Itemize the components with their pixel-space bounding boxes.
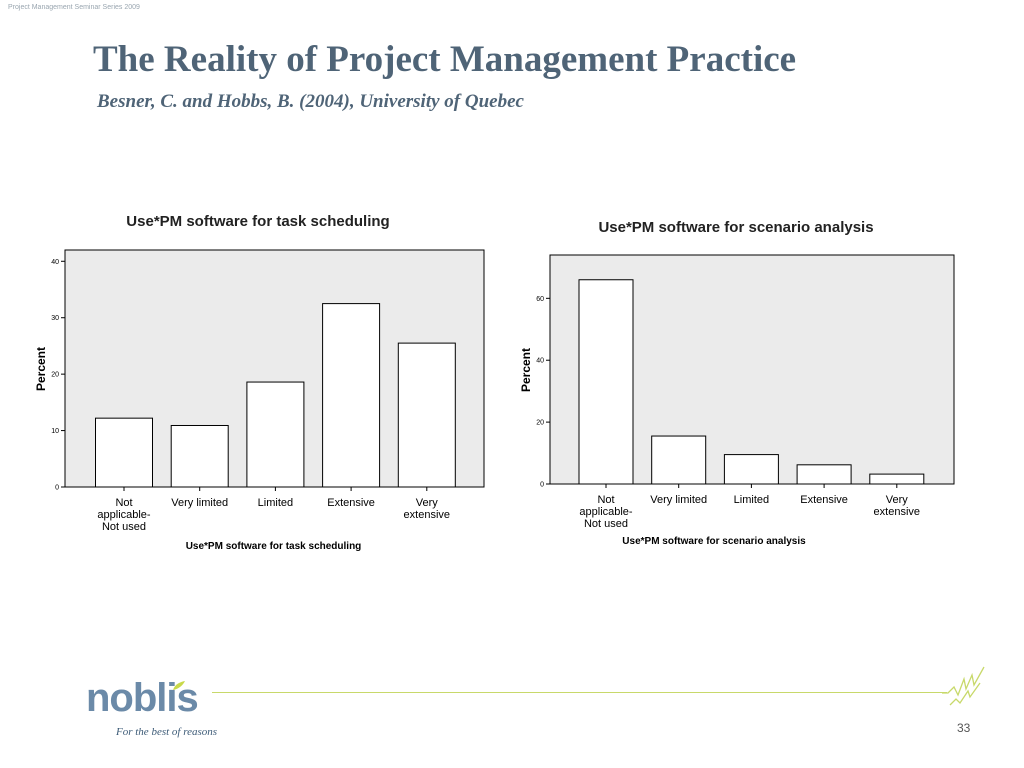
slide-subtitle: Besner, C. and Hobbs, B. (2004), Univers… <box>97 91 524 112</box>
x-tick-label: Very limited <box>171 497 228 509</box>
x-tick-label: Limited <box>734 494 769 506</box>
y-tick-label: 60 <box>536 296 544 303</box>
bar <box>95 417 153 488</box>
y-axis-label: Percent <box>34 347 48 391</box>
x-tick-label: Extensive <box>800 494 848 506</box>
logo-leaf-icon <box>173 681 185 690</box>
chart-title: Use*PM software for task scheduling <box>126 213 389 230</box>
y-tick-label: 0 <box>540 482 544 489</box>
bar <box>578 279 634 485</box>
x-tick-label: Not applicable-Not used <box>579 494 633 530</box>
bar <box>651 435 707 485</box>
bar <box>869 473 925 485</box>
y-tick-label: 20 <box>536 420 544 427</box>
y-tick-label: 40 <box>51 259 59 266</box>
page-number: 33 <box>957 721 971 735</box>
y-tick-label: 10 <box>51 428 59 435</box>
bar <box>723 454 779 485</box>
x-tick-label: Very extensive <box>874 494 920 518</box>
slide-title: The Reality of Project Management Practi… <box>93 39 797 80</box>
x-axis-label: Use*PM software for task scheduling <box>186 541 362 552</box>
y-tick-label: 20 <box>51 372 59 379</box>
footer-divider <box>212 692 947 693</box>
footer-flourish-icon <box>942 666 985 706</box>
y-tick-label: 40 <box>536 358 544 365</box>
y-tick-label: 0 <box>55 485 59 492</box>
x-tick-label: Extensive <box>327 497 375 509</box>
x-tick-label: Very extensive <box>404 497 450 521</box>
x-tick-label: Very limited <box>650 494 707 506</box>
y-axis-label: Percent <box>519 348 533 392</box>
y-tick-label: 30 <box>51 315 59 322</box>
bar <box>796 464 852 485</box>
bar <box>322 303 381 488</box>
x-tick-label: Limited <box>258 497 293 509</box>
header-note: Project Management Seminar Series 2009 <box>8 4 140 11</box>
bar <box>397 342 456 488</box>
bar <box>170 424 229 488</box>
x-tick-label: Not applicable-Not used <box>97 497 151 533</box>
x-axis-label: Use*PM software for scenario analysis <box>622 536 806 547</box>
chart-title: Use*PM software for scenario analysis <box>598 219 873 236</box>
logo-tagline: For the best of reasons <box>116 726 218 738</box>
